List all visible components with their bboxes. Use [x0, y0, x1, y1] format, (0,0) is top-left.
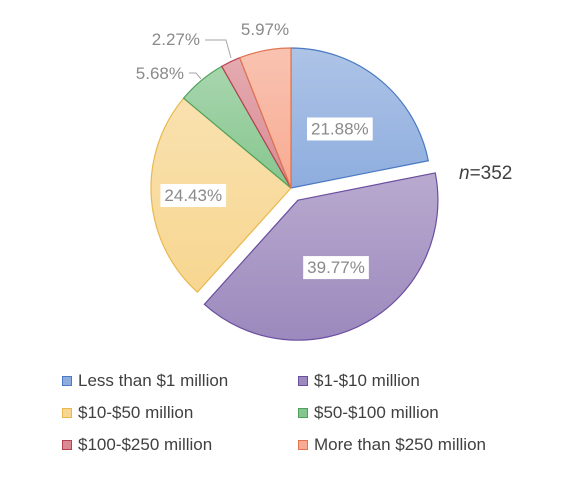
data-label-1-10-million: 39.77%: [307, 258, 365, 277]
sample-size-annotation: n=352: [459, 163, 512, 184]
data-label-100-250-million: 2.27%: [152, 30, 200, 49]
pie-data-labels: 21.88% 39.77% 24.43% 5.68% 2.27% 5.97%: [136, 20, 373, 280]
legend-item-100m-250m: $100-$250 million: [62, 434, 298, 456]
legend-swatch: [298, 408, 308, 418]
data-label-50-100-million: 5.68%: [136, 64, 184, 83]
legend-swatch: [62, 376, 72, 386]
legend-item-50m-100m: $50-$100 million: [298, 402, 538, 424]
legend-swatch: [62, 408, 72, 418]
legend-swatch: [298, 440, 308, 450]
legend-swatch: [298, 376, 308, 386]
legend-label: Less than $1 million: [78, 371, 229, 390]
legend-label: $100-$250 million: [78, 435, 213, 454]
leader-line-100-250-million: [205, 39, 232, 59]
data-label-box: [303, 256, 369, 280]
legend-item-less-than-1m: Less than $1 million: [62, 370, 298, 392]
legend-item-1m-10m: $1-$10 million: [298, 370, 538, 392]
legend-label: More than $250 million: [314, 435, 486, 454]
leader-lines: [189, 39, 232, 80]
data-label-box: [307, 117, 373, 141]
chart-legend: Less than $1 million $1-$10 million $10-…: [62, 370, 542, 456]
legend-item-10m-50m: $10-$50 million: [62, 402, 298, 424]
data-label-more-than-250-million: 5.97%: [241, 20, 289, 39]
data-label-10-50-million: 24.43%: [164, 186, 222, 205]
data-label-box: [160, 183, 227, 207]
legend-swatch: [62, 440, 72, 450]
legend-label: $1-$10 million: [314, 371, 420, 390]
pie-slice-more-than-250-million: [238, 47, 292, 189]
data-label-less-than-1-million: 21.88%: [311, 119, 369, 138]
leader-line-50-100-million: [189, 72, 202, 80]
legend-label: $10-$50 million: [78, 403, 194, 422]
legend-label: $50-$100 million: [314, 403, 439, 422]
legend-item-more-than-250m: More than $250 million: [298, 434, 538, 456]
